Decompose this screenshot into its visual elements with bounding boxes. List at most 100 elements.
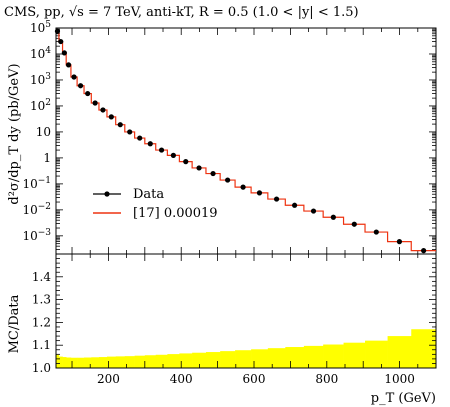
main-ytick-label: 10−3 [22, 228, 51, 243]
data-point [58, 38, 64, 45]
main-ytick-label: 10 [36, 125, 51, 139]
ratio-band-bin [235, 350, 252, 368]
data-points [54, 28, 427, 254]
ratio-band-bin [365, 340, 388, 368]
ratio-axis-ticks [56, 253, 437, 369]
ratio-xtick-labels: 200 400 600 800 1000 [97, 372, 415, 386]
ratio-ylabel: MC/Data [7, 294, 22, 353]
ratio-xtick-label: 800 [315, 372, 338, 386]
ratio-xtick-label: 1000 [384, 372, 415, 386]
ratio-ytick-label: 1.0 [32, 361, 51, 375]
data-point [291, 202, 298, 208]
data-point [225, 177, 231, 183]
ratio-band-bin [323, 344, 344, 368]
main-ytick-label: 105 [30, 20, 51, 35]
data-point [117, 122, 123, 128]
ratio-band-bin [115, 356, 126, 368]
ratio-band-bin [84, 357, 92, 368]
main-frame [55, 27, 437, 255]
main-ylabel: d²σ/dp_T dy (pb/GeV) [7, 63, 22, 204]
main-ytick-label: 104 [30, 46, 51, 61]
ratio-band-bin [167, 354, 180, 368]
ratio-band-bin [179, 353, 193, 368]
main-ytick-label: 103 [30, 72, 51, 87]
ratio-band-bin [106, 356, 116, 368]
ratio-band-bin [124, 356, 135, 368]
ratio-band-bin [134, 355, 146, 368]
data-point [351, 221, 357, 227]
ratio-band-bin [77, 357, 85, 368]
ratio-band-bin [62, 357, 67, 368]
data-point [330, 214, 336, 220]
ratio-band-bin [66, 357, 72, 368]
legend: Data [17] 0.00019 [93, 187, 218, 221]
chart-title: CMS, pp, √s = 7 TeV, anti-kT, R = 0.5 (1… [4, 5, 359, 20]
ratio-band-bin [58, 356, 63, 368]
data-point [71, 74, 77, 80]
data-point [183, 159, 189, 165]
ratio-frame [55, 253, 437, 369]
ratio-ytick-label: 1.3 [32, 293, 51, 307]
ratio-xtick-label: 600 [243, 372, 266, 386]
data-point [100, 107, 106, 113]
ratio-plot-area: 1.0 1.1 1.2 1.3 1.4 200 400 600 800 1000 [32, 253, 437, 386]
ratio-band-bin [192, 352, 207, 368]
ratio-band-bin [343, 342, 366, 368]
data-point [77, 83, 84, 89]
data-point [421, 248, 427, 254]
data-point [158, 147, 165, 153]
ratio-band-bin [251, 349, 269, 368]
ratio-xtick-label: 400 [170, 372, 193, 386]
legend-mc-label: [17] 0.00019 [133, 206, 218, 221]
ratio-band-bin [303, 345, 324, 368]
data-point [210, 170, 216, 177]
ratio-ytick-labels: 1.0 1.1 1.2 1.3 1.4 [32, 270, 51, 375]
main-axis-ticks [56, 27, 437, 255]
data-point [85, 90, 91, 97]
legend-data-marker [104, 191, 110, 197]
data-point [108, 114, 114, 120]
data-point [196, 165, 202, 171]
main-ytick-label: 1 [43, 151, 51, 165]
ratio-band-bin [285, 347, 305, 368]
ratio-ytick-label: 1.1 [32, 338, 51, 352]
data-point [396, 239, 403, 245]
mc-histogram-line [56, 30, 436, 252]
main-ytick-label: 102 [30, 98, 51, 113]
ratio-band-bin [411, 329, 437, 368]
data-point [240, 184, 246, 190]
ratio-band-bin [387, 336, 412, 368]
ratio-band-bin [144, 355, 157, 368]
ratio-band-bin [267, 348, 286, 368]
ratio-ytick-label: 1.4 [32, 270, 51, 284]
ratio-band-bin [220, 351, 236, 368]
data-point [137, 135, 143, 141]
ratio-band-bin [56, 354, 60, 368]
ratio-band [56, 329, 437, 368]
data-point [310, 208, 317, 214]
ratio-xtick-label: 200 [97, 372, 120, 386]
data-point [256, 190, 263, 196]
ratio-band-bin [98, 357, 108, 368]
data-point [61, 50, 67, 56]
ratio-band-bin [70, 357, 78, 368]
data-point [170, 152, 176, 158]
data-point [54, 28, 61, 34]
data-point [147, 141, 153, 147]
data-point [373, 229, 379, 235]
data-point [273, 196, 280, 202]
ratio-band-bin [91, 357, 100, 368]
legend-item-mc: [17] 0.00019 [93, 206, 218, 221]
legend-item-data: Data [93, 187, 164, 202]
legend-data-label: Data [133, 187, 164, 202]
data-point [65, 62, 72, 68]
ratio-band-bin [205, 352, 221, 368]
main-ytick-label: 10−2 [22, 202, 51, 217]
ratio-xlabel: p_T (GeV) [371, 391, 436, 406]
ratio-band-bin [155, 354, 168, 368]
ratio-ytick-label: 1.2 [32, 315, 51, 329]
